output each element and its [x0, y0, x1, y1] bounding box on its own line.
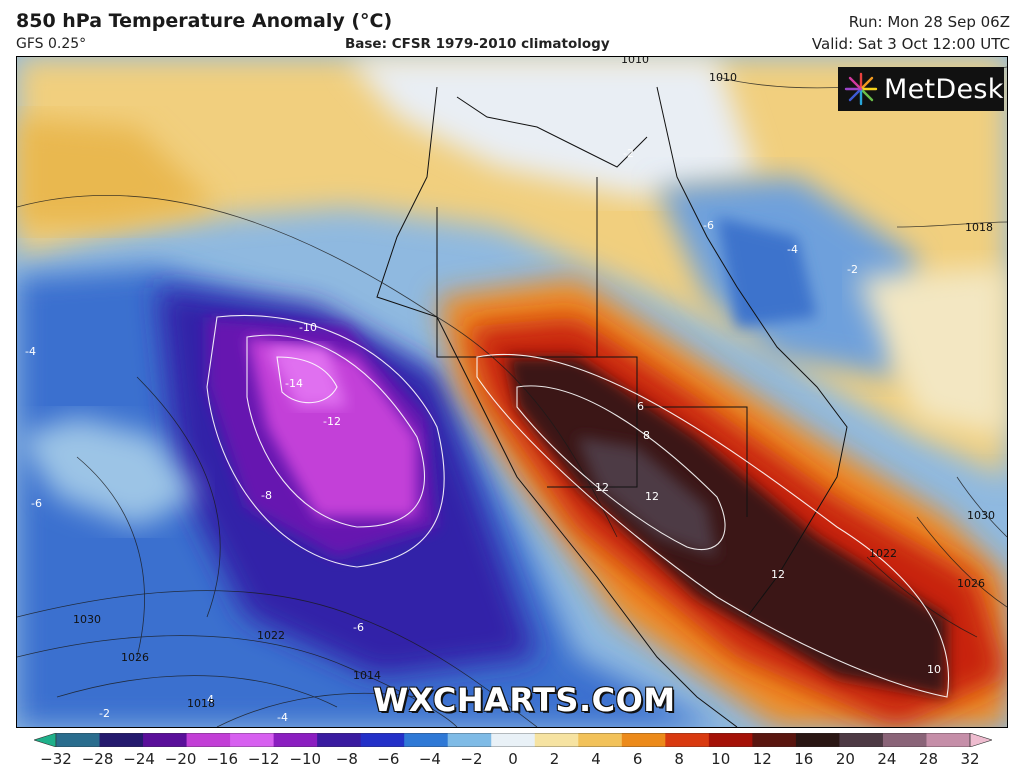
isobar-label: 1018 — [965, 221, 993, 234]
metdesk-logo-text: MetDesk — [884, 73, 1004, 105]
colorbar-segment — [708, 733, 753, 747]
run-time-label: Run: Mon 28 Sep 06Z — [848, 13, 1010, 31]
isobar-label: 1026 — [121, 651, 149, 664]
anomaly-label: -6 — [353, 621, 364, 634]
anomaly-label: 4 — [207, 693, 214, 706]
coastlines — [376, 86, 848, 727]
colorbar-segment — [578, 733, 623, 747]
colorbar-tick-label: 20 — [835, 750, 855, 768]
colorbar-arrow-min — [33, 732, 57, 748]
wxcharts-watermark: WXCHARTS.COM — [373, 681, 676, 719]
colorbar-segment — [273, 733, 318, 747]
anomaly-label: -2 — [99, 707, 110, 720]
colorbar-segment — [491, 733, 536, 747]
colorbar-segment — [317, 733, 362, 747]
anomaly-label: -10 — [299, 321, 317, 334]
anomaly-label: -4 — [25, 345, 36, 358]
colorbar-tick-label: 12 — [752, 750, 772, 768]
isobar-label: 1030 — [967, 509, 995, 522]
anomaly-label: -8 — [261, 489, 272, 502]
colorbar-tick-label: −24 — [123, 750, 155, 768]
colorbar-segment — [360, 733, 405, 747]
colorbar — [33, 732, 993, 748]
anomaly-label: 8 — [643, 429, 650, 442]
model-label: GFS 0.25° — [16, 36, 87, 52]
colorbar-tick-label: 32 — [960, 750, 980, 768]
colorbar-ticks: −32 −28 −24 −20 −16 −12 −10 −8 −6 −4 −2 0 2 4 6 8 10 12 16… — [34, 750, 992, 772]
colorbar-segment — [752, 733, 797, 747]
anomaly-label: 12 — [771, 568, 785, 581]
colorbar-tick-label: −10 — [289, 750, 322, 768]
colorbar-segment — [882, 733, 927, 747]
temperature-field — [17, 57, 1007, 727]
colorbar-tick-label: 16 — [794, 750, 814, 768]
colorbar-tick-label: −8 — [335, 750, 358, 768]
colorbar-tick-label: 6 — [632, 750, 643, 768]
colorbar-tick-label: 28 — [918, 750, 938, 768]
anomaly-label: -12 — [323, 415, 341, 428]
isobar-label: 1022 — [869, 547, 897, 560]
colorbar-arrow-max — [969, 732, 993, 748]
colorbar-segment — [404, 733, 449, 747]
isobar-label: 1018 — [187, 697, 215, 710]
metdesk-logo: MetDesk — [838, 67, 1004, 111]
colorbar-tick-label: −28 — [81, 750, 114, 768]
valid-time-label: Valid: Sat 3 Oct 12:00 UTC — [811, 35, 1010, 53]
colorbar-tick-label: 4 — [591, 750, 601, 768]
colorbar-segment — [56, 733, 101, 747]
anomaly-label: -2 — [623, 147, 634, 160]
colorbar-tick-label: 2 — [549, 750, 560, 768]
colorbar-segment — [186, 733, 231, 747]
colorbar-segment — [143, 733, 188, 747]
isobar-label: 1026 — [957, 577, 985, 590]
climatology-base-label: Base: CFSR 1979-2010 climatology — [345, 36, 610, 52]
colorbar-tick-label: 0 — [508, 750, 518, 768]
colorbar-segment — [839, 733, 884, 747]
colorbar-tick-label: −12 — [247, 750, 280, 768]
isobar-label: 1014 — [353, 669, 381, 682]
colorbar-segment — [99, 733, 144, 747]
colorbar-segment — [447, 733, 492, 747]
isobar-label-group: 1010 1010 1018 1030 1026 1022 1030 1026 … — [73, 57, 995, 710]
colorbar-segment — [534, 733, 579, 747]
anomaly-label: -4 — [787, 243, 798, 256]
anomaly-label: -4 — [277, 711, 288, 724]
colorbar-tick-label: −6 — [377, 750, 400, 768]
colorbar-tick-label: −2 — [460, 750, 483, 768]
colorbar-segment — [621, 733, 666, 747]
anomaly-label: 12 — [645, 490, 659, 503]
isobar-label: 1022 — [257, 629, 285, 642]
anomaly-label: 6 — [637, 400, 644, 413]
anomaly-map[interactable]: -10 -14 -12 -8 -6 -6 -4 -2 -4 -2 6 8 12 … — [16, 56, 1008, 728]
chart-title: 850 hPa Temperature Anomaly (°C) — [16, 10, 393, 32]
colorbar-segment — [926, 733, 971, 747]
anomaly-label: -6 — [703, 219, 714, 232]
colorbar-segment — [795, 733, 840, 747]
isobar-label: 1010 — [621, 57, 649, 66]
isobars — [17, 66, 1007, 727]
colorbar-segment — [665, 733, 710, 747]
anomaly-label: -14 — [285, 377, 303, 390]
anomaly-label: -6 — [31, 497, 42, 510]
isobar-label: 1030 — [73, 613, 101, 626]
anomaly-label: -2 — [847, 263, 858, 276]
colorbar-segment — [230, 733, 275, 747]
anomaly-label: 10 — [927, 663, 941, 676]
isobar-label: 1010 — [709, 71, 737, 84]
colorbar-tick-label: −4 — [418, 750, 441, 768]
colorbar-tick-label: 24 — [877, 750, 897, 768]
anomaly-label-group: -10 -14 -12 -8 -6 -6 -4 -2 -4 -2 6 8 12 … — [25, 147, 941, 724]
anomaly-label: 12 — [595, 481, 609, 494]
metdesk-starburst-icon — [844, 72, 878, 106]
colorbar-tick-label: −20 — [164, 750, 197, 768]
colorbar-tick-label: −32 — [40, 750, 72, 768]
colorbar-tick-label: 8 — [674, 750, 684, 768]
colorbar-tick-label: 10 — [711, 750, 731, 768]
colorbar-tick-label: −16 — [206, 750, 238, 768]
anomaly-contours — [206, 314, 949, 698]
